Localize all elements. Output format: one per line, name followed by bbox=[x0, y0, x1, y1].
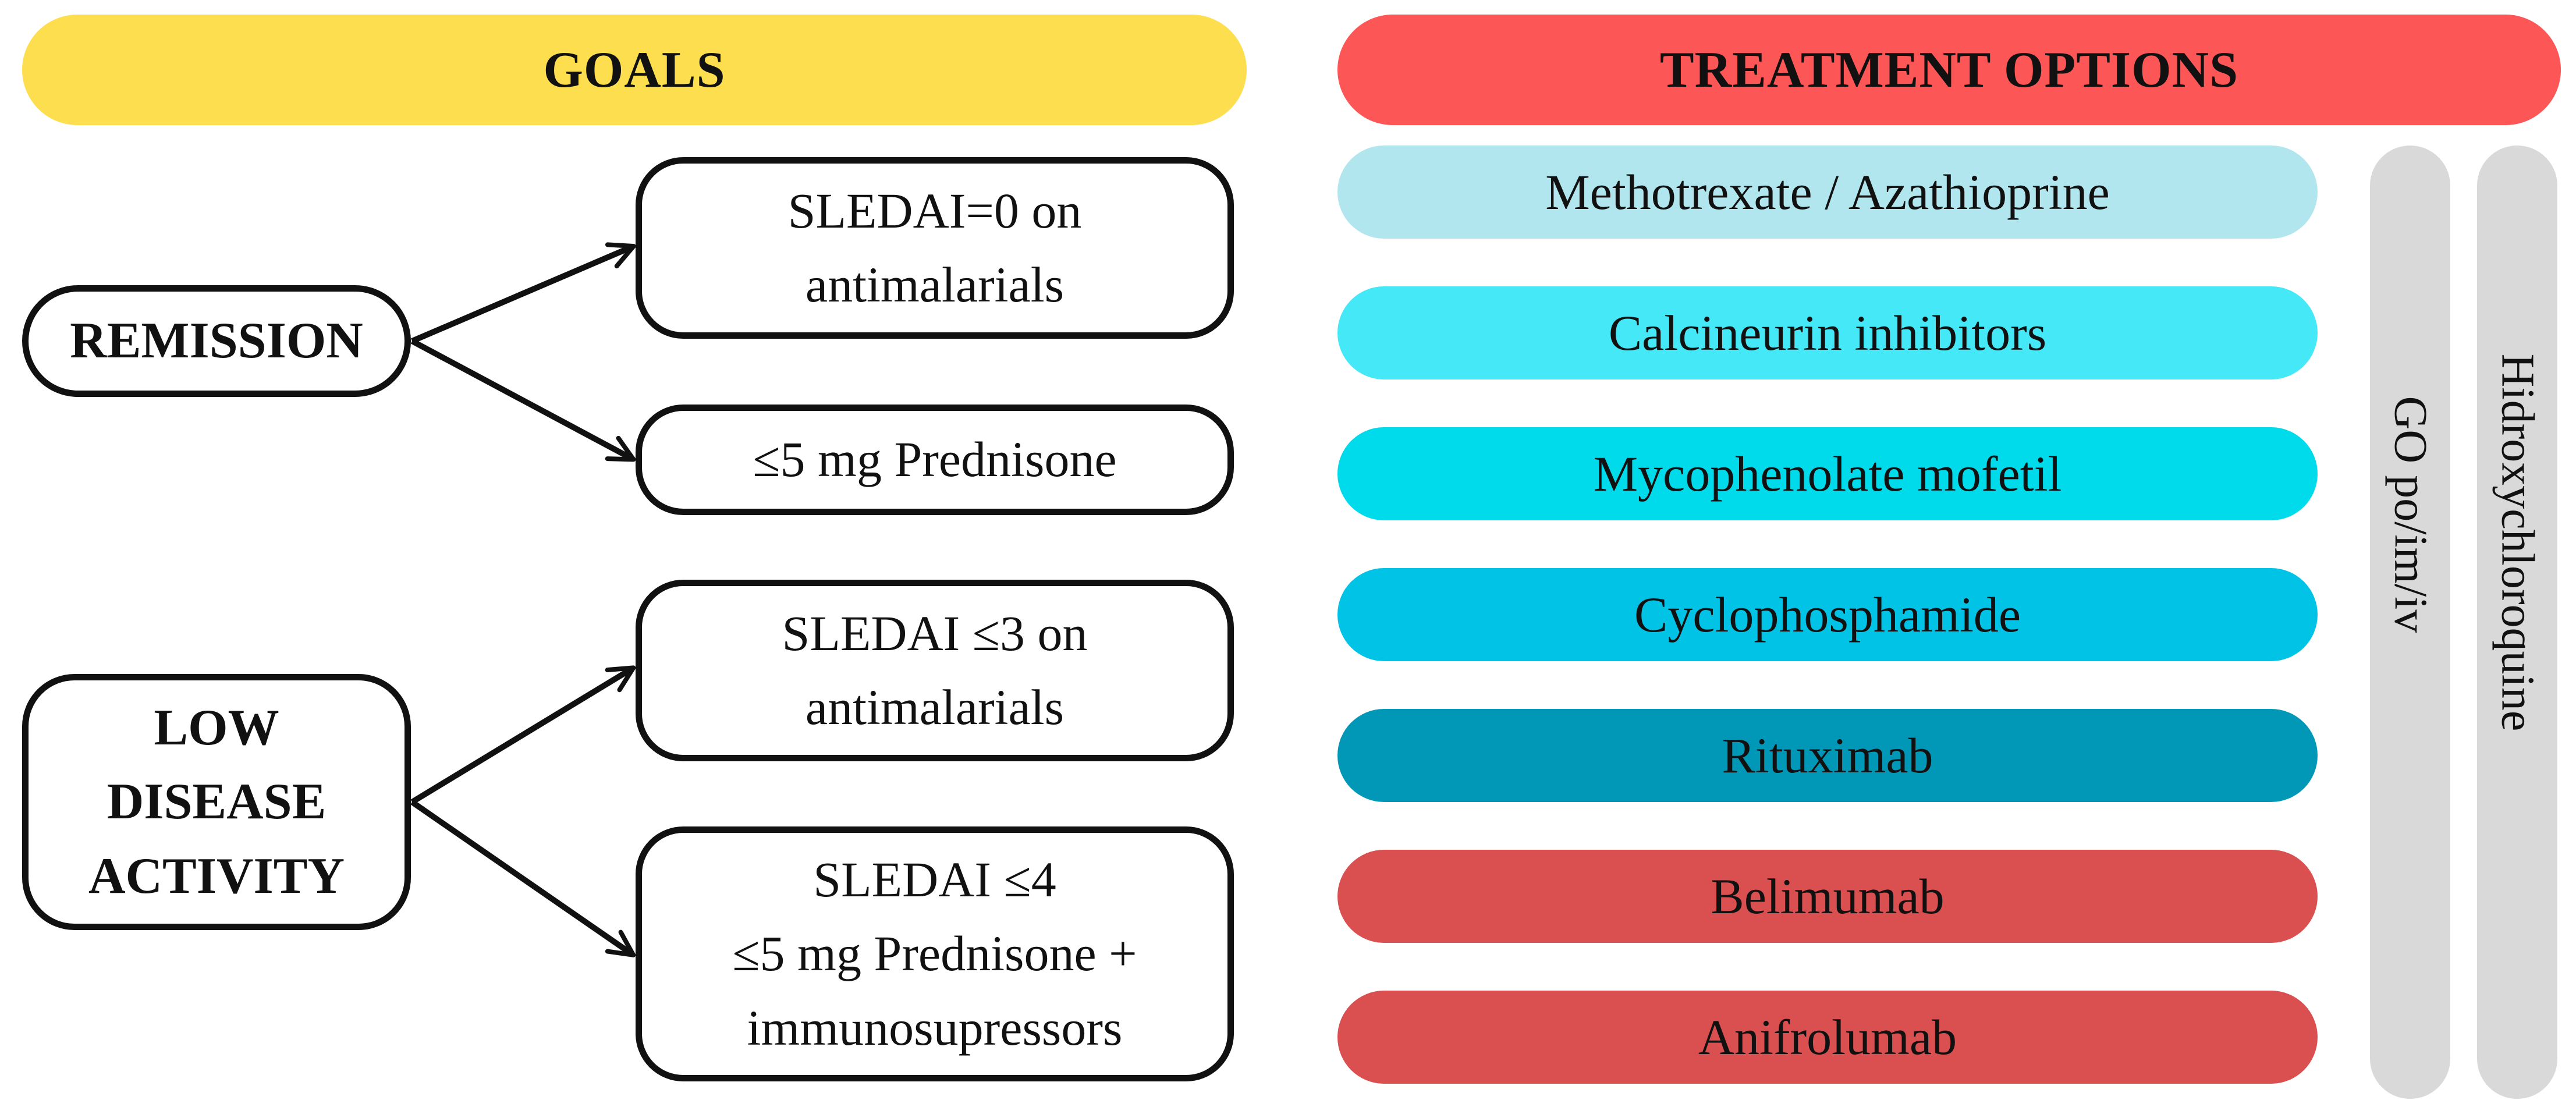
treatment-option-cyclophosphamide: Cyclophosphamide bbox=[1337, 568, 2318, 661]
target-text-line: antimalarials bbox=[805, 257, 1065, 313]
target-text-line: immunosupressors bbox=[747, 999, 1123, 1056]
target-text-line: SLEDAI ≤4 bbox=[813, 852, 1056, 908]
treatment-option-label: Rituximab bbox=[1722, 728, 1933, 783]
goals-header-label: GOALS bbox=[543, 41, 726, 98]
low-disease-activity-label: LOW DISEASE ACTIVITY bbox=[88, 691, 345, 914]
lda-label-line: ACTIVITY bbox=[88, 847, 345, 904]
remission-box: REMISSION bbox=[22, 285, 411, 397]
treatment-option-label: Mycophenolate mofetil bbox=[1593, 446, 2062, 502]
treatment-option-methotrexate-azathioprine: Methotrexate / Azathioprine bbox=[1337, 146, 2318, 239]
lda-target-sledai3-box: SLEDAI ≤3 on antimalarials bbox=[636, 580, 1234, 761]
target-text-line: SLEDAI=0 on bbox=[787, 182, 1082, 239]
lda-label-line: DISEASE bbox=[107, 774, 327, 831]
treatment-option-rituximab: Rituximab bbox=[1337, 709, 2318, 802]
treatment-option-label: Methotrexate / Azathioprine bbox=[1545, 164, 2110, 220]
treatment-options-header-label: TREATMENT OPTIONS bbox=[1659, 41, 2239, 98]
treatment-option-anifrolumab: Anifrolumab bbox=[1337, 991, 2318, 1084]
vertical-bar-go-label: GO po/im/iv bbox=[2385, 396, 2436, 633]
low-disease-activity-box: LOW DISEASE ACTIVITY bbox=[22, 674, 411, 930]
lda-label-line: LOW bbox=[154, 699, 279, 756]
vertical-bar-go: GO po/im/iv bbox=[2370, 146, 2450, 1099]
remission-label: REMISSION bbox=[70, 313, 363, 370]
goals-header: GOALS bbox=[22, 15, 1247, 125]
target-text-line: antimalarials bbox=[805, 679, 1065, 735]
treatment-option-mycophenolate-mofetil: Mycophenolate mofetil bbox=[1337, 427, 2318, 520]
target-text-line: SLEDAI ≤3 on bbox=[782, 605, 1088, 661]
treatment-options-header: TREATMENT OPTIONS bbox=[1337, 15, 2561, 125]
treatment-option-label: Anifrolumab bbox=[1698, 1009, 1957, 1065]
lda-target-sledai4-box: SLEDAI ≤4 ≤5 mg Prednisone + immunosupre… bbox=[636, 826, 1234, 1081]
treatment-option-label: Calcineurin inhibitors bbox=[1608, 305, 2047, 361]
arrow-lda-to-sledai3 bbox=[410, 665, 636, 805]
treatment-option-label: Belimumab bbox=[1711, 868, 1945, 924]
target-text-line: ≤5 mg Prednisone bbox=[753, 431, 1117, 488]
remission-target-prednisone-box: ≤5 mg Prednisone bbox=[636, 405, 1234, 515]
treatment-option-belimumab: Belimumab bbox=[1337, 850, 2318, 943]
remission-target-sledai0-box: SLEDAI=0 on antimalarials bbox=[636, 157, 1234, 339]
treatment-option-calcineurin-inhibitors: Calcineurin inhibitors bbox=[1337, 286, 2318, 379]
vertical-bar-hidroxychloroquine-label: Hidroxychloroquine bbox=[2492, 353, 2543, 732]
target-text-line: ≤5 mg Prednisone + bbox=[732, 925, 1137, 982]
treatment-option-label: Cyclophosphamide bbox=[1634, 587, 2021, 643]
arrow-remission-to-prednisone bbox=[410, 338, 636, 462]
arrow-lda-to-sledai4 bbox=[410, 799, 636, 957]
vertical-bar-hidroxychloroquine: Hidroxychloroquine bbox=[2477, 146, 2557, 1099]
arrow-remission-to-sledai0 bbox=[411, 242, 636, 344]
